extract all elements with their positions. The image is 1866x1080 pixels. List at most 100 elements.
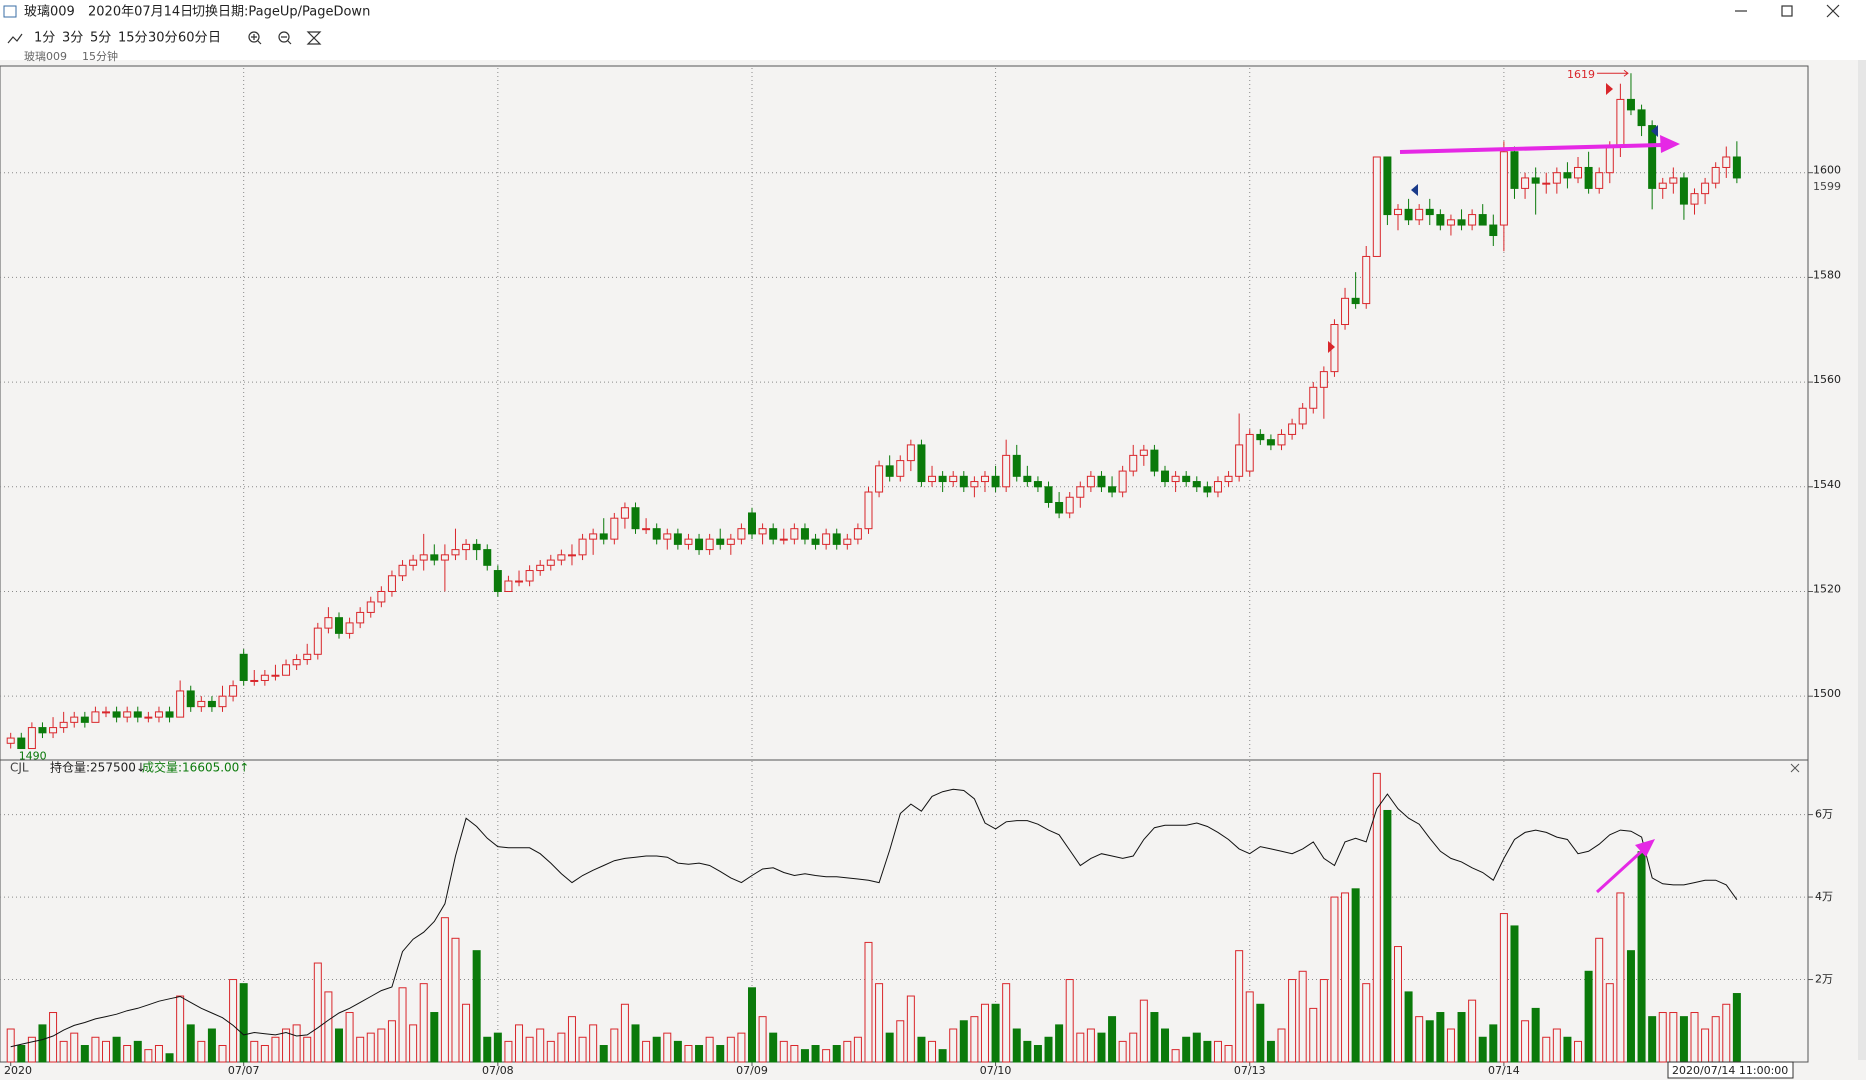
volume-bar (165, 1053, 174, 1063)
candle-body (91, 711, 100, 723)
volume-bar (1182, 1036, 1191, 1063)
volume-bar (885, 1032, 894, 1063)
candle-body (1351, 297, 1360, 305)
candle-body (748, 512, 756, 535)
candle-body (1033, 481, 1042, 488)
candle-body (1457, 219, 1466, 226)
candle-body (1542, 182, 1551, 185)
candle-body (705, 538, 714, 551)
candle-body (1722, 156, 1731, 168)
volume-bar (398, 987, 407, 1063)
volume-bar (1288, 979, 1297, 1063)
candle-body (1732, 156, 1741, 179)
candle-body (1256, 433, 1265, 441)
volume-bar (440, 917, 449, 1063)
candle-body (1372, 156, 1381, 257)
candle-body (451, 549, 460, 556)
candle-body (1658, 182, 1667, 189)
volume-bar (822, 1049, 831, 1063)
volume-bar (1478, 1036, 1487, 1063)
candle-body (928, 475, 937, 483)
volume-bar (663, 1032, 672, 1063)
y-tick-label: 1600 (1813, 164, 1841, 177)
candle-body (1213, 481, 1222, 493)
candle-body (176, 690, 185, 718)
y-tick-label: 1500 (1813, 687, 1841, 700)
fit-icon[interactable] (306, 31, 322, 45)
indicator-name: CJL (10, 761, 29, 775)
candle-body (1415, 208, 1424, 221)
candle-body (917, 444, 926, 483)
candle-body (536, 564, 545, 572)
window-hint: 切换日期:PageUp/PageDown (192, 5, 370, 20)
volume-bar (705, 1036, 714, 1063)
period-button[interactable]: 60分 (178, 31, 208, 46)
volume-bar (1457, 1012, 1466, 1063)
period-button[interactable]: 15分 (118, 31, 148, 46)
candle-body (504, 580, 513, 592)
candle-body (1065, 496, 1074, 514)
volume-bar (1161, 1028, 1170, 1063)
candle-body (282, 664, 291, 676)
top-bar (0, 0, 1866, 60)
volume-bar (737, 1032, 746, 1063)
volume-bar (27, 1036, 36, 1063)
candle-body (1023, 475, 1032, 483)
period-button[interactable]: 5分 (90, 31, 111, 46)
zoom-out-icon[interactable] (278, 31, 290, 43)
panel-close[interactable] (1790, 763, 1800, 773)
volume-bar (673, 1040, 682, 1063)
volume-bar (1584, 970, 1593, 1063)
volume-bar (620, 1003, 629, 1063)
candle-body (292, 659, 301, 666)
volume-bar (292, 1024, 301, 1063)
candle-body (1002, 454, 1011, 488)
candle-body (1626, 98, 1635, 111)
candle-body (271, 674, 280, 677)
y-tick-label: 1540 (1813, 478, 1841, 491)
volume-bar (1499, 913, 1508, 1063)
volume-readout: 成交量:16605.00↑ (142, 760, 249, 775)
candle-body (123, 711, 132, 718)
volume-bar (853, 1036, 862, 1063)
candle-body (1521, 177, 1530, 189)
candle-body (303, 653, 312, 661)
candle-body (1605, 146, 1614, 174)
x-tick-label: 07/13 (1234, 1064, 1266, 1077)
volume-bar (1319, 979, 1328, 1063)
volume-bar (917, 1036, 926, 1063)
candle-body (1298, 407, 1307, 425)
candle-body (970, 481, 979, 488)
volume-bar (652, 1036, 661, 1063)
volume-bar (938, 1049, 947, 1063)
volume-bar (1425, 1020, 1434, 1063)
volume-bar (578, 1036, 587, 1063)
candle-body (1277, 433, 1286, 446)
volume-bar (1732, 993, 1741, 1063)
candle-body (1595, 172, 1604, 189)
period-button[interactable]: 3分 (62, 31, 83, 46)
volume-bar (642, 1040, 651, 1063)
x-tick-label: 07/08 (482, 1064, 514, 1077)
volume-bar (218, 1045, 227, 1063)
period-button[interactable]: 30分 (148, 31, 178, 46)
candle-body (324, 617, 333, 629)
candle-body (144, 716, 153, 719)
volume-bar (1118, 1040, 1127, 1063)
volume-bar (525, 1036, 534, 1063)
candle-body (578, 538, 587, 556)
zoom-in-icon[interactable] (248, 31, 260, 43)
period-button[interactable]: 日 (208, 31, 221, 46)
candle-body (112, 711, 121, 718)
volume-bar (409, 1024, 418, 1063)
close-button[interactable] (1826, 4, 1840, 18)
candle-body (938, 475, 947, 483)
candle-body (599, 533, 608, 540)
chart-type-icon[interactable] (7, 33, 23, 44)
volume-bar (483, 1036, 492, 1063)
restore-button[interactable] (1781, 5, 1793, 17)
period-button[interactable]: 1分 (34, 31, 55, 46)
